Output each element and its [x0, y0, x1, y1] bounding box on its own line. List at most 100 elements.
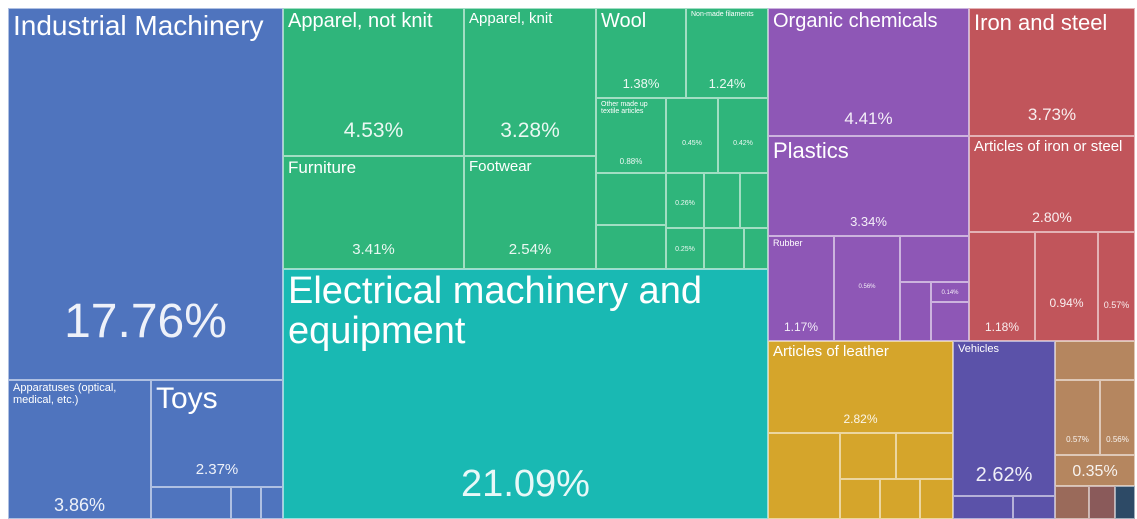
value-label: 1.18%	[984, 320, 1020, 334]
tile: Industrial Machinery 17.76%	[8, 8, 283, 380]
tile-label: Non-made filaments	[691, 11, 754, 18]
tile: Organic chemicals 4.41%	[768, 8, 969, 136]
tile	[1055, 486, 1089, 519]
tile: 0.56%	[834, 236, 900, 341]
value-label: 3.34%	[850, 214, 887, 229]
tile	[1089, 486, 1115, 519]
tile-label: Other made up textile articles	[601, 101, 648, 116]
value-label: 0.57%	[1103, 300, 1130, 310]
tile-label: Vehicles	[958, 343, 999, 355]
tile: Plastics 3.34%	[768, 136, 969, 236]
value-label: 2.82%	[843, 412, 878, 426]
value-label: 3.28%	[500, 119, 560, 142]
tile-label: Iron and steel	[974, 10, 1108, 35]
tile: Furniture 3.41%	[283, 156, 464, 269]
tile: Electrical machinery and equipment 21.09%	[283, 269, 768, 519]
value-label: 2.62%	[975, 464, 1033, 486]
value-label: 1.38%	[622, 76, 660, 91]
tile-label: Footwear	[469, 158, 532, 175]
tile	[151, 487, 231, 519]
value-label: 0.88%	[619, 157, 643, 166]
tile: 0.57%	[1055, 380, 1100, 455]
tile: 0.14%	[931, 282, 969, 302]
tile: 0.56%	[1100, 380, 1135, 455]
tile	[704, 173, 740, 228]
tile	[231, 487, 261, 519]
value-label: 3.73%	[1027, 105, 1077, 124]
tile: Footwear 2.54%	[464, 156, 596, 269]
value-label: 3.41%	[352, 241, 395, 258]
tile: Wool 1.38%	[596, 8, 686, 98]
tile	[840, 433, 896, 479]
tile: 0.26%	[666, 173, 704, 228]
tile-label: Electrical machinery and equipment	[288, 270, 702, 352]
tile: Apparatuses (optical, medical, etc.) 3.86…	[8, 380, 151, 519]
tile	[900, 282, 931, 341]
tile: Vehicles 2.62%	[953, 341, 1055, 496]
tile: Articles of iron or steel 2.80%	[969, 136, 1135, 232]
value-label: 2.37%	[195, 461, 239, 478]
tile	[596, 225, 666, 269]
tile-label: Furniture	[288, 158, 357, 177]
tile: Rubber 1.17%	[768, 236, 834, 341]
value-label: 17.76%	[64, 295, 227, 348]
tile	[740, 173, 768, 228]
tile	[596, 173, 666, 225]
tile: Other made up textile articles 0.88%	[596, 98, 666, 173]
tile	[1055, 341, 1135, 380]
value-label: 0.42%	[733, 140, 753, 147]
tile: Apparel, not knit 4.53%	[283, 8, 464, 156]
tile	[840, 479, 880, 519]
value-label: 1.24%	[708, 76, 746, 91]
tile: Articles of leather 2.82%	[768, 341, 953, 433]
value-label: 21.09%	[461, 463, 590, 505]
value-label: 0.56%	[858, 284, 876, 290]
value-label: 1.17%	[783, 320, 819, 334]
tile-label: Articles of iron or steel	[974, 138, 1123, 155]
tile: Iron and steel 3.73%	[969, 8, 1135, 136]
tile	[1013, 496, 1055, 519]
value-label: 0.14%	[941, 290, 959, 296]
value-label: 4.41%	[844, 109, 893, 128]
value-label: 2.80%	[1032, 209, 1072, 225]
tile	[920, 479, 953, 519]
tile-label: Apparel, knit	[469, 10, 553, 27]
value-label: 2.54%	[508, 241, 552, 258]
tile	[744, 228, 768, 269]
tile-label: Rubber	[773, 238, 803, 248]
tile: 0.25%	[666, 228, 704, 269]
tile: 0.35%	[1055, 455, 1135, 486]
value-label: 0.25%	[675, 246, 695, 253]
value-label: 0.56%	[1106, 435, 1129, 444]
tile	[704, 228, 744, 269]
tile-label: Toys	[156, 382, 218, 415]
tile-label: Organic chemicals	[773, 10, 938, 32]
value-label: 0.35%	[1072, 463, 1118, 480]
tile: Non-made filaments 1.24%	[686, 8, 768, 98]
tile: 0.42%	[718, 98, 768, 173]
tile: Apparel, knit 3.28%	[464, 8, 596, 156]
tile	[261, 487, 283, 519]
value-label: 0.26%	[675, 200, 695, 207]
tile-label: Apparel, not knit	[288, 10, 433, 32]
tile: 0.45%	[666, 98, 718, 173]
tile: 1.18%	[969, 232, 1035, 341]
value-label: 0.94%	[1049, 296, 1084, 310]
tile	[896, 433, 953, 479]
value-label: 0.45%	[682, 140, 702, 147]
tile	[931, 302, 969, 341]
tile	[768, 433, 840, 519]
tile: Toys 2.37%	[151, 380, 283, 487]
value-label: 3.86%	[53, 495, 106, 515]
tile: 0.57%	[1098, 232, 1135, 341]
tile	[1115, 486, 1135, 519]
tile	[900, 236, 969, 282]
tile	[880, 479, 920, 519]
tile-label: Apparatuses (optical, medical, etc.)	[13, 382, 117, 406]
tile: 0.94%	[1035, 232, 1098, 341]
tile-label: Articles of leather	[773, 343, 889, 360]
value-label: 0.57%	[1066, 435, 1089, 444]
tile-label: Industrial Machinery	[13, 10, 264, 41]
tile-label: Plastics	[773, 138, 849, 163]
